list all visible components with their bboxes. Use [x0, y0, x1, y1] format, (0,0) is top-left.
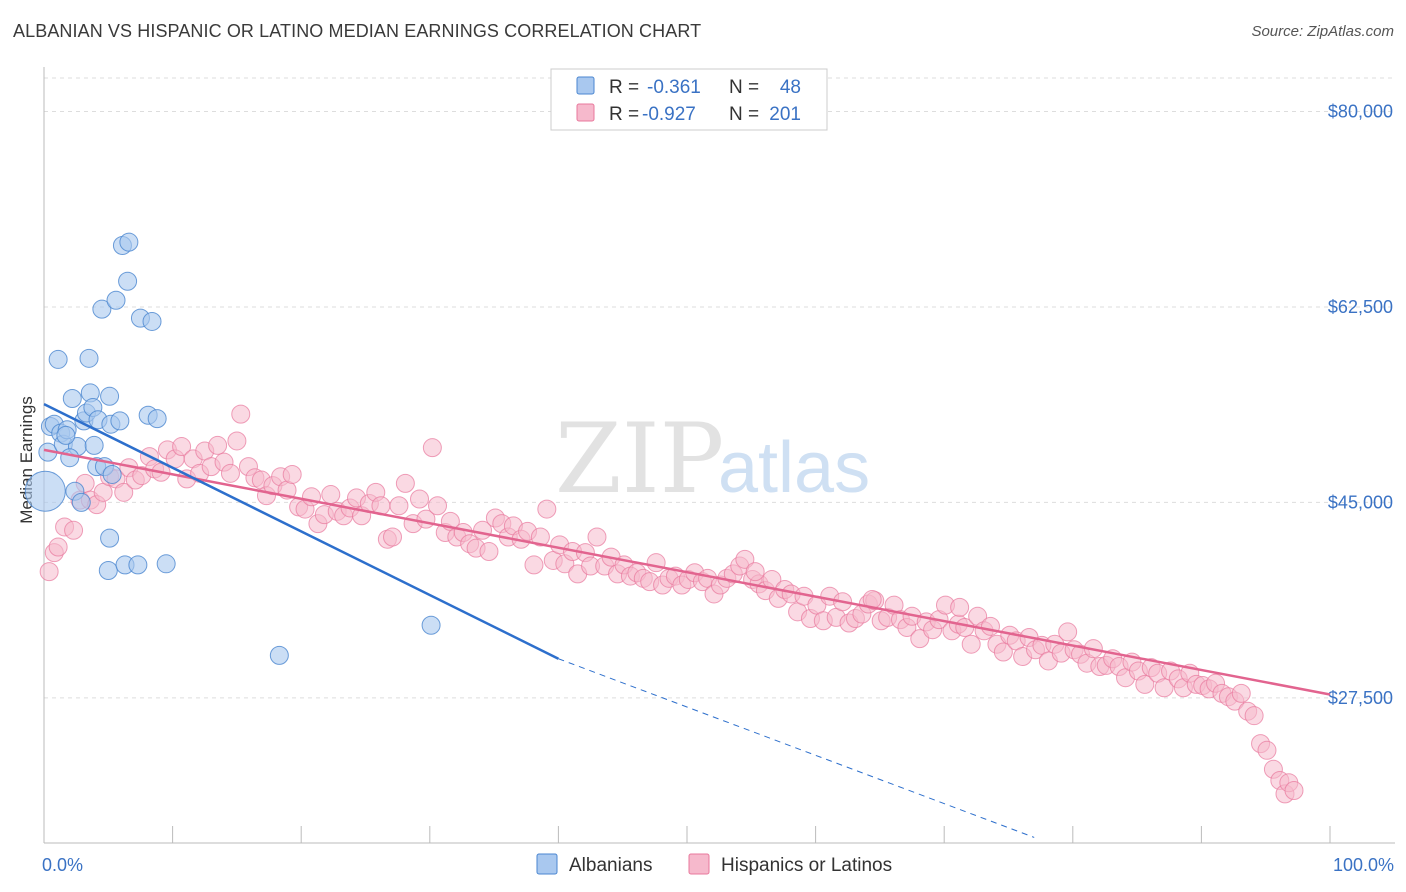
albanian-point [56, 425, 76, 445]
hispanic-point [410, 489, 430, 509]
legend-bottom-swatch-hispanics [688, 853, 710, 875]
x-tick-label: 100.0% [1333, 855, 1394, 875]
source-credit: Source: ZipAtlas.com [1251, 23, 1394, 40]
albanian-point [110, 411, 130, 431]
albanian-point [100, 528, 120, 548]
legend-swatch-albanians [576, 76, 595, 95]
legend-top: R = -0.361 N = 48 R = -0.927 N = 201 [550, 68, 828, 131]
y-tick-label: $27,500 [1328, 688, 1393, 708]
x-tick-label: 0.0% [42, 855, 83, 875]
hispanic-point [422, 438, 442, 458]
legend-bottom-label-hispanics: Hispanics or Latinos [721, 855, 892, 876]
y-tick-labels: $27,500 $45,000 $62,500 $80,000 [1328, 102, 1393, 708]
legend-n-value: 48 [780, 77, 801, 98]
watermark-atlas: atlas [718, 428, 870, 508]
albanian-point [156, 554, 176, 574]
legend-bottom: Albanians Hispanics or Latinos [536, 853, 892, 876]
y-tick-label: $45,000 [1328, 492, 1393, 512]
hispanic-point [39, 562, 59, 582]
hispanic-point [383, 527, 403, 547]
hispanic-point [950, 597, 970, 617]
albanian-point [84, 435, 104, 455]
albanian-point [98, 561, 118, 581]
albanian-point [62, 389, 82, 409]
hispanic-point [961, 634, 981, 654]
albanian-point [128, 555, 148, 575]
x-tick-labels: 0.0% 100.0% [42, 855, 1394, 875]
albanian-trend-extension [558, 658, 1035, 838]
legend-r-value: -0.361 [647, 77, 701, 98]
albanian-point [106, 290, 126, 310]
albanian-point [147, 409, 167, 429]
legend-bottom-swatch-albanians [536, 853, 558, 875]
hispanic-point [428, 496, 448, 516]
legend-swatch-hispanics [576, 103, 595, 122]
hispanic-points [39, 404, 1304, 804]
albanian-point [60, 448, 80, 468]
hispanic-point [227, 431, 247, 451]
legend-n-label: N = [729, 104, 759, 125]
chart-title: ALBANIAN VS HISPANIC OR LATINO MEDIAN EA… [13, 21, 702, 41]
hispanic-point [1244, 706, 1264, 726]
albanian-point [48, 349, 68, 369]
albanian-point [79, 348, 99, 368]
hispanic-point [1231, 683, 1251, 703]
legend-r-value: -0.927 [642, 104, 696, 125]
albanian-point [71, 492, 91, 512]
y-tick-label: $80,000 [1328, 102, 1393, 122]
hispanic-point [537, 499, 557, 519]
albanian-point [118, 271, 138, 291]
legend-n-label: N = [729, 77, 759, 98]
hispanic-point [220, 463, 240, 483]
hispanic-point [980, 616, 1000, 636]
hispanic-point [1058, 622, 1078, 642]
hispanic-point [114, 482, 134, 502]
hispanic-trend-line [43, 448, 1331, 696]
hispanic-point [172, 437, 192, 457]
hispanic-point [524, 555, 544, 575]
legend-box [550, 68, 828, 131]
albanian-trend-line [43, 402, 559, 660]
hispanic-point [646, 553, 666, 573]
albanian-point [24, 470, 66, 512]
hispanic-point [745, 562, 765, 582]
albanian-point [100, 386, 120, 406]
y-tick-label: $62,500 [1328, 297, 1393, 317]
trend-lines [43, 402, 1331, 838]
legend-r-label: R = [609, 77, 639, 98]
albanian-point [421, 615, 441, 635]
axes [43, 67, 1395, 844]
hispanic-point [479, 542, 499, 562]
grid-lines [44, 77, 1395, 699]
watermark-zip: ZIP [555, 403, 724, 515]
hispanic-point [321, 485, 341, 505]
hispanic-point [530, 527, 550, 547]
albanian-point [92, 299, 112, 319]
legend-bottom-label-albanians: Albanians [569, 855, 652, 876]
albanian-points [24, 232, 441, 665]
albanian-point [102, 464, 122, 484]
hispanic-point [1284, 781, 1304, 801]
hispanic-point [1135, 674, 1155, 694]
hispanic-point [64, 520, 84, 540]
hispanic-point [231, 404, 251, 424]
hispanic-point [208, 435, 228, 455]
hispanic-point [587, 527, 607, 547]
hispanic-point [735, 549, 755, 569]
albanian-point [142, 311, 162, 331]
legend-n-value: 201 [769, 104, 801, 125]
hispanic-point [282, 464, 302, 484]
hispanic-point [48, 537, 68, 557]
albanian-point [269, 645, 289, 665]
hispanic-point [1154, 678, 1174, 698]
albanian-point [119, 232, 139, 252]
hispanic-point [1257, 740, 1277, 760]
hispanic-point [389, 496, 409, 516]
hispanic-point [993, 642, 1013, 662]
legend-r-label: R = [609, 104, 639, 125]
hispanic-point [395, 473, 415, 493]
